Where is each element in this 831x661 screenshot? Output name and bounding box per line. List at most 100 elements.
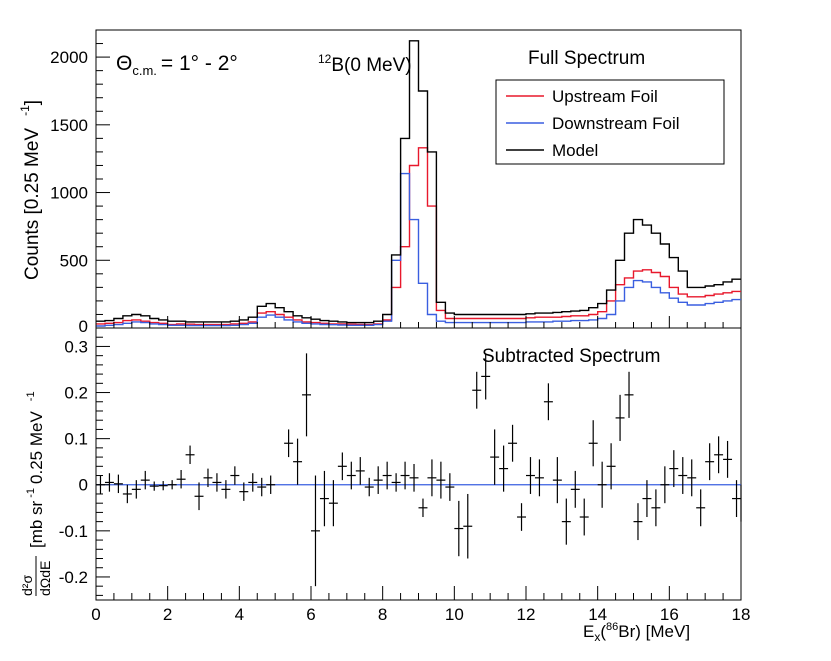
top-y-ticks: 500 1000 1500 2000 0: [50, 29, 110, 336]
bottom-x-tick-label: 8: [378, 605, 387, 624]
legend-label-upstream: Upstream Foil: [552, 87, 658, 106]
bottom-x-tick-label: 2: [163, 605, 172, 624]
histogram-downstream-foil: [96, 172, 741, 327]
data-point: [400, 461, 410, 490]
bottom-y-ticks: -0.2 -0.1 0 0.1 0.2 0.3: [59, 327, 110, 596]
bottom-x-tick-label: 4: [235, 605, 244, 624]
angle-label: Θc.m. = 1° - 2°: [116, 52, 238, 78]
data-point: [543, 383, 553, 421]
bottom-frame: [95, 327, 742, 601]
data-point: [113, 474, 123, 494]
data-point: [311, 475, 320, 587]
data-points: [96, 353, 742, 587]
data-point: [669, 450, 679, 488]
data-point: [230, 466, 240, 485]
data-point: [364, 477, 374, 497]
top-histograms: [96, 40, 741, 327]
data-point: [696, 489, 706, 527]
data-point: [687, 459, 697, 497]
bottom-y-tick-label: 0: [79, 476, 88, 495]
data-point: [633, 503, 643, 541]
data-point: [284, 429, 294, 458]
data-point: [436, 461, 446, 499]
data-point: [597, 461, 607, 508]
data-point: [418, 498, 428, 518]
data-point: [257, 477, 267, 497]
data-point: [454, 500, 464, 557]
data-point: [472, 371, 482, 409]
bottom-x-tick-label: 6: [306, 605, 315, 624]
top-y-tick-label: 1000: [50, 184, 88, 203]
data-point: [642, 480, 652, 518]
data-point: [382, 461, 392, 490]
data-point: [490, 429, 500, 485]
data-point: [723, 440, 733, 478]
top-panel-title: Full Spectrum: [528, 48, 645, 69]
data-point: [185, 445, 195, 464]
bottom-x-tick-label: 16: [660, 605, 679, 624]
x-axis-label: Ex(86Br) [MeV]: [583, 621, 690, 644]
histogram-upstream-foil: [96, 147, 741, 326]
data-point: [660, 466, 670, 504]
data-point: [588, 420, 598, 467]
data-point: [606, 443, 616, 490]
data-point: [122, 484, 132, 504]
data-point: [266, 475, 276, 494]
data-point: [194, 482, 204, 511]
data-point: [552, 457, 562, 504]
data-point: [158, 481, 168, 491]
bottom-y-tick-label: 0.2: [64, 384, 88, 403]
bottom-x-tick-label: 18: [732, 605, 751, 624]
top-y-tick-label: 0: [79, 317, 88, 336]
data-point: [427, 459, 437, 497]
ylabel-fraction-numerator: d²σ: [19, 575, 35, 596]
top-y-axis-label: Counts [0.25 MeV-1]: [18, 100, 43, 280]
data-point: [355, 457, 365, 485]
top-x-ticks: [95, 316, 742, 328]
bottom-y-tick-label: -0.1: [59, 522, 88, 541]
data-point: [732, 480, 741, 518]
data-point: [337, 452, 347, 481]
data-point: [714, 436, 724, 474]
ylabel-fraction-denominator: dΩdE: [37, 561, 53, 596]
bottom-y-axis-label: d²σ dΩdE [mb sr-10.25 MeV-1: [19, 391, 53, 596]
data-point: [561, 498, 571, 545]
data-point: [149, 481, 159, 491]
peak-label: 12B(0 MeV): [318, 52, 412, 76]
data-point: [140, 470, 150, 490]
data-point: [391, 473, 401, 492]
bottom-x-tick-label: 12: [517, 605, 536, 624]
data-point: [131, 480, 141, 499]
data-point: [248, 473, 258, 492]
data-point: [328, 480, 338, 527]
bottom-panel-title: Subtracted Spectrum: [482, 346, 660, 367]
data-point: [346, 461, 356, 490]
histogram-model: [96, 40, 741, 324]
ylabel-units: [mb sr-10.25 MeV-1: [25, 391, 46, 548]
bottom-x-tick-label: 14: [588, 605, 607, 624]
bottom-x-tick-label: 0: [91, 605, 100, 624]
data-point: [302, 353, 311, 437]
data-point: [517, 503, 526, 531]
top-y-tick-label: 500: [60, 251, 88, 270]
data-point: [445, 473, 455, 501]
bottom-panel: -0.2 -0.1 0 0.1 0.2 0.3 0 2 4 6 8 10 12 14 16 18 Subtr…: [19, 327, 750, 644]
bottom-x-ticks: 0 2 4 6 8 10 12 14 16 18: [91, 586, 750, 624]
data-point: [615, 394, 625, 441]
data-point: [651, 489, 661, 527]
data-point: [463, 493, 473, 559]
top-panel: 500 1000 1500 2000 0 Θc.m. = 1° - 2° 12B(0 Me…: [18, 29, 742, 336]
data-point: [579, 498, 589, 536]
data-point: [678, 457, 688, 494]
legend-label-downstream: Downstream Foil: [552, 114, 680, 133]
data-point: [167, 480, 177, 490]
bottom-x-tick-label: 10: [445, 605, 464, 624]
data-point: [526, 457, 535, 494]
data-point: [481, 353, 491, 400]
legend-label-model: Model: [552, 141, 598, 160]
data-point: [373, 466, 383, 494]
data-point: [203, 468, 213, 488]
data-point: [239, 482, 249, 501]
data-point: [508, 424, 518, 462]
